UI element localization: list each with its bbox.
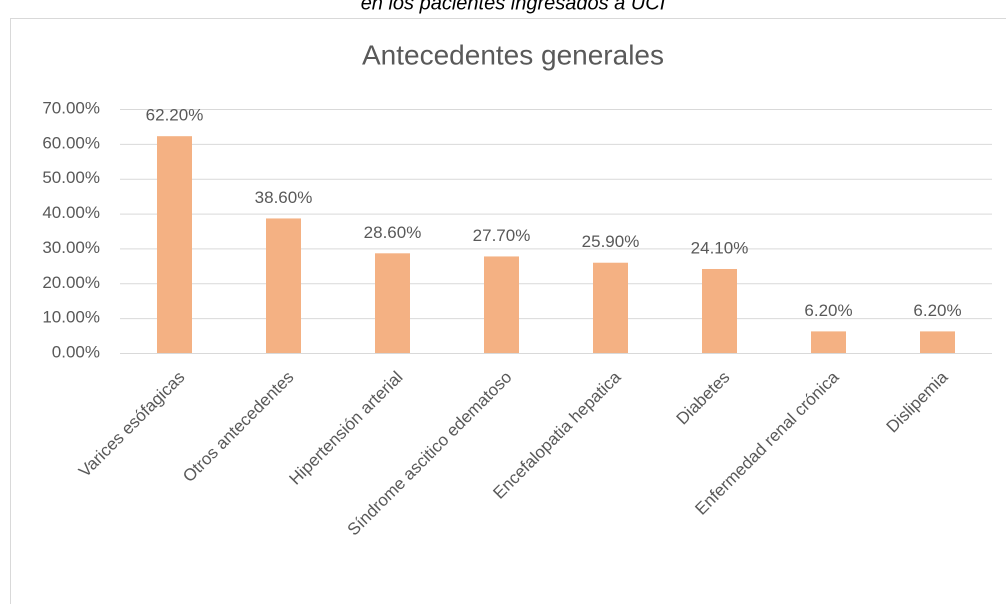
bar	[484, 256, 519, 353]
y-tick-label: 60.00%	[42, 133, 100, 152]
x-tick-label: Dislipemia	[883, 367, 952, 436]
data-label: 6.20%	[804, 301, 852, 320]
y-tick-label: 70.00%	[42, 98, 100, 117]
bar	[702, 268, 737, 353]
x-tick-label: Varices esófagicas	[75, 368, 188, 481]
x-tick-label: Diabetes	[673, 368, 734, 429]
chart-border	[10, 18, 1006, 604]
y-tick-label: 10.00%	[42, 308, 100, 327]
bar	[266, 218, 301, 353]
data-label: 28.60%	[364, 223, 422, 242]
x-tick-label: Otros antecedentes	[179, 368, 297, 486]
y-tick-label: 0.00%	[52, 342, 100, 361]
bar	[157, 136, 192, 353]
y-tick-label: 50.00%	[42, 168, 100, 187]
data-label: 27.70%	[473, 226, 531, 245]
y-tick-label: 40.00%	[42, 203, 100, 222]
data-label: 25.90%	[582, 232, 640, 251]
bar	[920, 331, 955, 353]
x-tick-label: Encefalopatia hepatica	[489, 367, 624, 502]
y-tick-label: 30.00%	[42, 238, 100, 257]
bar	[375, 253, 410, 353]
y-tick-label: 20.00%	[42, 273, 100, 292]
chart-title: Antecedentes generales	[362, 39, 664, 70]
x-tick-label: Hipertensión arterial	[285, 368, 406, 489]
bar	[811, 331, 846, 353]
data-label: 38.60%	[255, 188, 313, 207]
data-label: 24.10%	[691, 238, 749, 257]
caption: en los pacientes ingresados a UCI	[361, 0, 666, 14]
bar	[593, 262, 628, 353]
data-label: 62.20%	[146, 106, 204, 125]
data-label: 6.20%	[913, 301, 961, 320]
